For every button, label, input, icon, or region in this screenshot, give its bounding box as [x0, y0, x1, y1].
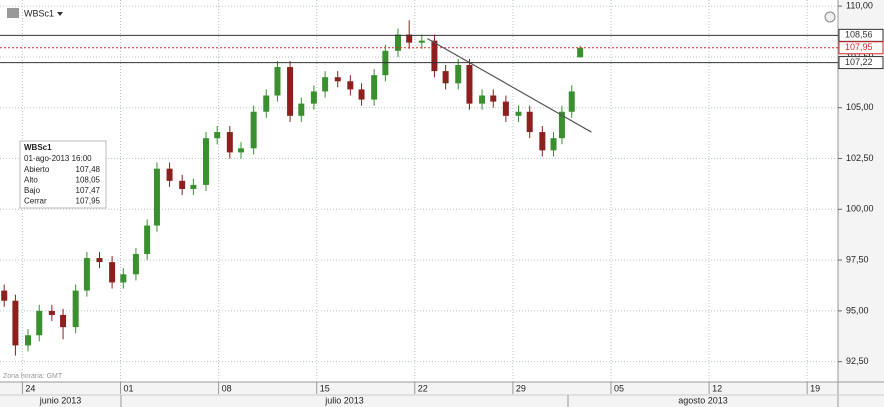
y-tick-label: 110,00 [846, 0, 873, 10]
candle-body [568, 91, 575, 112]
month-label: julio 2013 [324, 395, 364, 405]
x-tick-label: 22 [418, 383, 428, 393]
symbol-dropdown[interactable] [57, 12, 63, 16]
candle-body [238, 148, 245, 153]
x-tick-label: 29 [516, 383, 526, 393]
candle-body [298, 103, 305, 116]
x-tick-label: 08 [222, 383, 232, 393]
trendline [427, 38, 592, 133]
candle-body [179, 180, 186, 189]
candle-body [190, 184, 197, 189]
candle-body [25, 335, 32, 346]
info-label: Bajo [24, 186, 41, 195]
info-label: Abierto [24, 165, 50, 174]
info-box-frame [19, 140, 107, 209]
candle-body [153, 168, 160, 226]
candle-body [36, 310, 43, 336]
timezone: Zona horaria: GMT [3, 373, 63, 380]
info-value: 108,05 [76, 176, 101, 185]
candle-body [442, 71, 449, 84]
x-tick-label: 05 [614, 383, 624, 393]
candle-body [577, 47, 584, 58]
candle-body [226, 132, 233, 153]
candle-body [1, 290, 8, 301]
price-level-label: 107,22 [845, 57, 873, 67]
y-tick-label: 97,50 [846, 254, 869, 264]
candle-body [202, 138, 209, 185]
y-tick-label: 102,50 [846, 153, 874, 163]
candle-body [120, 274, 127, 283]
candle-body [394, 34, 401, 51]
price-level-box [838, 56, 884, 70]
info-date: 01-ago-2013 16:00 [24, 154, 92, 163]
info-value: 107,95 [76, 197, 101, 206]
month-label: agosto 2013 [678, 395, 728, 405]
month-label: junio 2013 [39, 395, 82, 405]
candle-body [310, 91, 317, 104]
clock-icon[interactable] [824, 11, 836, 23]
candle-body [60, 314, 67, 328]
candle-body [274, 67, 281, 96]
candle-body [96, 258, 103, 263]
candle-body [334, 77, 341, 82]
candle-body [109, 262, 116, 283]
x-tick-label: 19 [810, 383, 820, 393]
candle-body [526, 111, 533, 133]
price-level-label: 107,95 [845, 42, 873, 52]
candle-body [287, 67, 294, 116]
symbol-name[interactable]: WBSc1 [24, 8, 54, 18]
symbol-icon [7, 8, 19, 18]
info-value: 107,47 [76, 186, 101, 195]
x-tick-label: 01 [124, 383, 134, 393]
candle-body [358, 89, 365, 100]
candle-body [263, 95, 270, 112]
candle-body [558, 111, 565, 139]
price-level-box [838, 41, 884, 55]
candle-body [502, 101, 509, 116]
info-value: 107,48 [76, 165, 101, 174]
candle-body [490, 95, 497, 102]
candle-body [214, 132, 221, 139]
candle-body [166, 168, 173, 181]
candle-body [550, 138, 557, 151]
info-label: Alto [24, 176, 38, 185]
candle-body [431, 40, 438, 72]
candle-body [72, 290, 79, 328]
candle-body [455, 65, 462, 84]
candle-body [347, 81, 354, 90]
candle-body [12, 300, 19, 346]
candle-body [479, 95, 486, 104]
candle-body [132, 253, 139, 275]
price-level-label: 108,56 [845, 30, 873, 40]
info-title: WBSc1 [24, 143, 52, 152]
candle-body [539, 132, 546, 151]
x-tick-label: 12 [712, 383, 722, 393]
candle-body [144, 225, 151, 254]
candle-body [418, 40, 425, 43]
x-tick-label: 24 [25, 383, 35, 393]
y-tick-label: 92,50 [846, 356, 869, 366]
y-tick-label: 100,00 [846, 204, 874, 214]
candle-body [371, 75, 378, 100]
y-tick-label: 95,00 [846, 305, 869, 315]
info-box: WBSc1 01-ago-2013 16:00 Abierto 107,48 Alto 1… [19, 140, 107, 209]
candle-body [48, 310, 55, 315]
candle-body [466, 65, 473, 104]
candle-body [83, 258, 90, 291]
y-tick-label: 105,00 [846, 102, 874, 112]
candle-body [322, 77, 329, 92]
candle-body [515, 111, 522, 116]
x-tick-label: 15 [320, 383, 330, 393]
candle-body [250, 111, 257, 149]
info-label: Cerrar [24, 197, 47, 206]
candle-body [406, 34, 413, 43]
